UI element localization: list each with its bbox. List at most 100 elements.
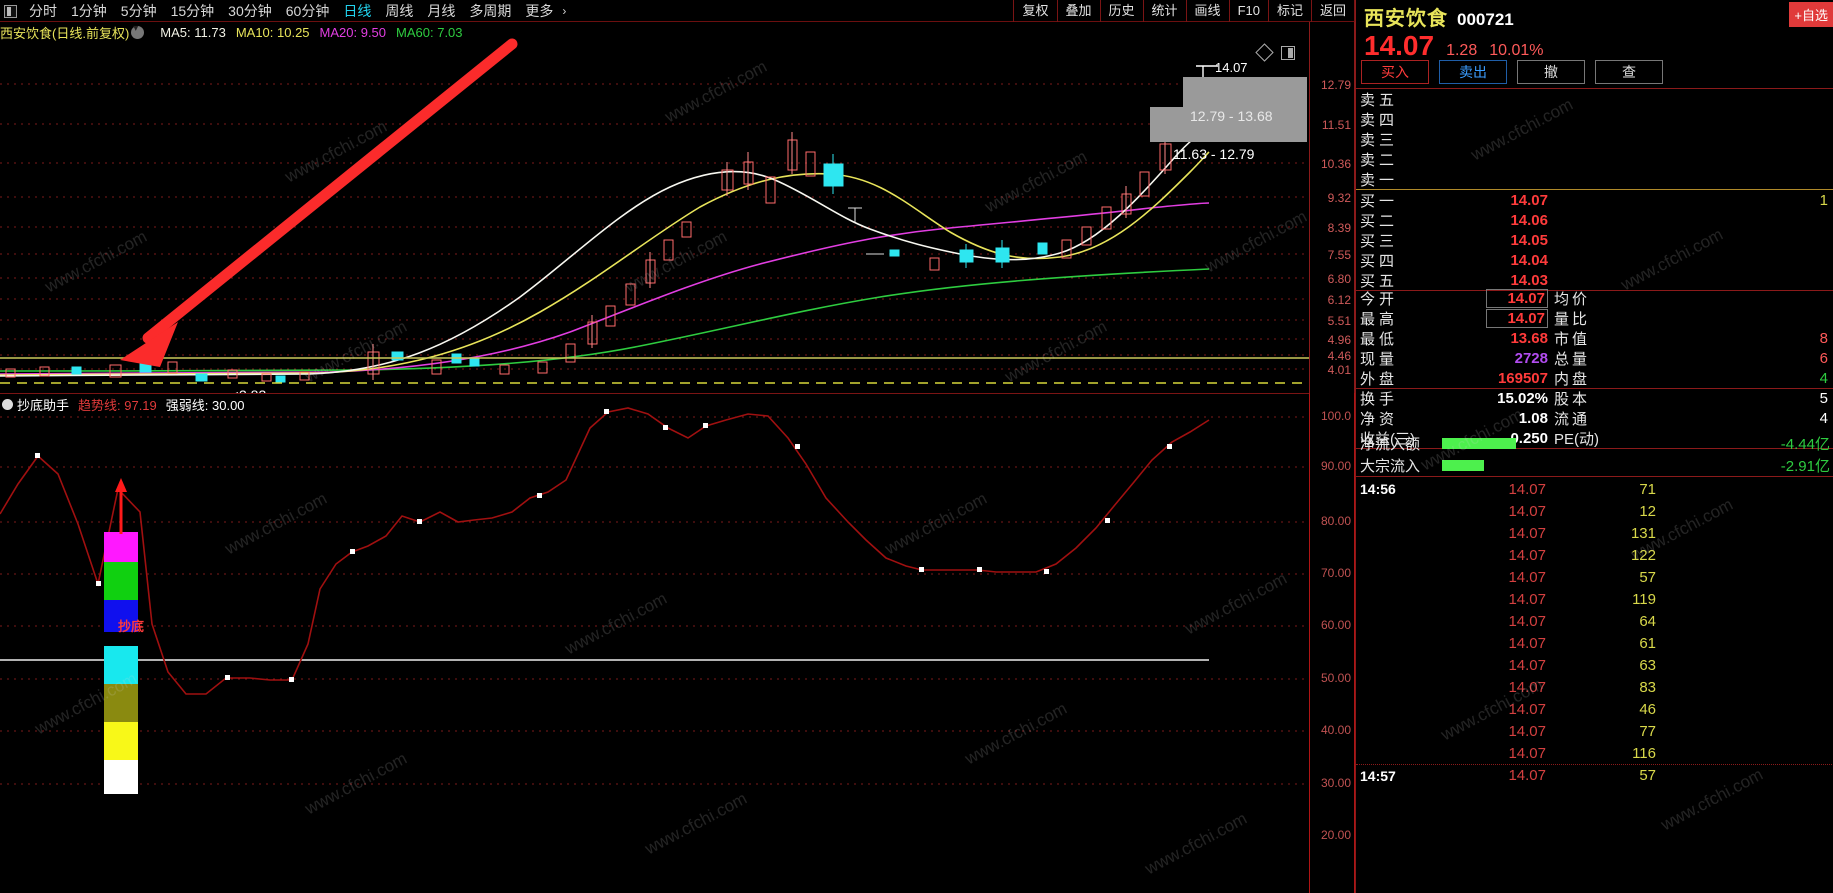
period-tab-fenshi[interactable]: 分时	[29, 3, 57, 19]
button-huaxian[interactable]: 画线	[1185, 0, 1230, 22]
period-tab-monthly[interactable]: 月线	[427, 3, 456, 19]
order-book: 卖五 卖四 卖三 卖二 卖一 买一 14.07 1 买二 14.06 买三 14.05 …	[1356, 88, 1833, 291]
button-biaoji[interactable]: 标记	[1267, 0, 1312, 22]
capital-flows: 净流入额 -4.44亿 大宗流入 -2.91亿	[1356, 432, 1833, 477]
order-book-label: 卖五	[1360, 91, 1399, 109]
flow-bar	[1442, 459, 1484, 471]
period-tab-60min[interactable]: 60分钟	[285, 3, 330, 19]
tick-volume: 83	[1639, 678, 1656, 696]
kline-chart[interactable]: 西安饮食(日线.前复权) MA5: 11.73 MA10: 10.25 MA20…	[0, 22, 1309, 393]
stat-row: 收益(三) -0.250 PE(动)	[1356, 428, 1833, 448]
period-tab-30min[interactable]: 30分钟	[228, 3, 272, 19]
chaodi-signal-bars	[104, 478, 138, 794]
indicator-chart[interactable]: 抄底助手 趋势线: 97.19 强弱线: 30.00	[0, 393, 1309, 893]
chevron-right-icon[interactable]: ›	[562, 4, 567, 18]
stat-value: 2728	[1514, 349, 1548, 367]
layout-icon[interactable]	[4, 4, 17, 18]
button-tongji[interactable]: 统计	[1142, 0, 1187, 22]
order-book-price: 14.05	[1510, 231, 1548, 249]
price-tick: 6.80	[1327, 272, 1351, 286]
stat-key: 净资	[1360, 410, 1399, 428]
stat-value: -0.250	[1505, 429, 1548, 447]
query-button[interactable]: 查	[1595, 60, 1663, 84]
period-tab-weekly[interactable]: 周线	[385, 3, 414, 19]
ma5-label: MA5: 11.73	[160, 24, 226, 40]
indicator-tick: 20.00	[1320, 828, 1351, 842]
period-tab-15min[interactable]: 15分钟	[170, 3, 215, 19]
stat-value2: 6	[1819, 349, 1828, 367]
diamond-icon[interactable]	[1255, 43, 1274, 62]
flow-value: -2.91亿	[1780, 457, 1830, 475]
stat-key2: 市值	[1554, 330, 1591, 348]
add-watchlist-button[interactable]: +自选	[1789, 2, 1833, 27]
stat-key2: 流通	[1554, 410, 1591, 428]
tick-row: 14.07 61	[1356, 632, 1833, 654]
stat-value: 169507	[1497, 369, 1548, 387]
quote-stats: 今开 14.07 均价 最高 14.07 量比 最低 13.68 市值 8 现量 2728 总量 6…	[1356, 288, 1833, 449]
period-tab-5min[interactable]: 5分钟	[120, 3, 157, 19]
order-book-row: 卖一	[1356, 169, 1833, 189]
stat-value2: 4	[1819, 409, 1828, 427]
stat-row: 现量 2728 总量 6	[1356, 348, 1833, 368]
tick-row: 14.07 64	[1356, 610, 1833, 632]
indicator-trend-label: 趋势线: 97.19	[78, 397, 157, 413]
order-book-price: 14.07	[1510, 191, 1548, 209]
button-lishi[interactable]: 历史	[1099, 0, 1144, 22]
button-fanhui[interactable]: 返回	[1310, 0, 1355, 22]
tick-row: 14:56 14.07 71	[1356, 478, 1833, 500]
chevron-down-icon[interactable]	[131, 23, 145, 39]
tick-price: 14.07	[1508, 744, 1546, 762]
quote-stock-name: 西安饮食	[1364, 8, 1448, 30]
indicator-toggle-icon[interactable]	[2, 398, 13, 410]
stat-value: 14.07	[1486, 288, 1548, 308]
order-book-label: 卖二	[1360, 151, 1399, 169]
button-diejia[interactable]: 叠加	[1056, 0, 1101, 22]
period-tab-more[interactable]: 更多	[525, 3, 554, 19]
stat-key2: 量比	[1554, 310, 1591, 328]
stat-key: 今开	[1360, 290, 1399, 308]
period-tab-multi[interactable]: 多周期	[469, 3, 512, 19]
tick-price: 14.07	[1508, 590, 1546, 608]
indicator-tick: 80.00	[1320, 514, 1351, 528]
order-book-price: 14.04	[1510, 251, 1548, 269]
red-arrow-annotation	[120, 38, 518, 367]
price-tick: 8.39	[1327, 221, 1351, 235]
tick-price: 14.07	[1508, 502, 1546, 520]
stat-key2: 股本	[1554, 391, 1591, 408]
flow-bar	[1442, 437, 1516, 449]
tick-price: 14.07	[1508, 767, 1546, 784]
cursor-price-tag: 14.07	[1215, 60, 1248, 75]
buy-button[interactable]: 买入	[1361, 60, 1429, 84]
tick-price: 14.07	[1508, 678, 1546, 696]
tick-volume: 119	[1632, 590, 1656, 608]
period-tab-daily[interactable]: 日线	[343, 3, 372, 19]
period-tabs: 分时 1分钟 5分钟 15分钟 30分钟 60分钟 日线 周线 月线 多周期 更…	[0, 0, 572, 22]
tick-volume: 71	[1639, 480, 1656, 498]
tick-price: 14.07	[1508, 634, 1546, 652]
period-tab-1min[interactable]: 1分钟	[71, 3, 107, 19]
order-book-row: 买五 14.03	[1356, 270, 1833, 290]
tick-volume: 12	[1639, 502, 1656, 520]
stat-row: 最高 14.07 量比	[1356, 308, 1833, 328]
tick-list[interactable]: 14:56 14.07 71 14.07 12 14.07 131 14.07 122 1…	[1356, 478, 1833, 786]
indicator-tick: 40.00	[1320, 723, 1351, 737]
stat-key: 外盘	[1360, 370, 1399, 388]
tick-time: 14:56	[1360, 481, 1396, 497]
tick-volume: 131	[1630, 524, 1656, 542]
chaodi-label: 抄底	[118, 619, 145, 634]
order-book-label: 买二	[1360, 212, 1399, 230]
sell-button[interactable]: 卖出	[1439, 60, 1507, 84]
button-f10[interactable]: F10	[1228, 0, 1269, 22]
tick-price: 14.07	[1508, 700, 1546, 718]
price-tick: 9.32	[1327, 191, 1351, 205]
stat-row: 外盘 169507 内盘 4	[1356, 368, 1833, 388]
cancel-button[interactable]: 撤	[1517, 60, 1585, 84]
order-book-row: 买三 14.05	[1356, 230, 1833, 250]
quote-price-row: 14.07 1.28 10.01%	[1364, 30, 1543, 62]
tick-row: 14.07 83	[1356, 676, 1833, 698]
panel-split-icon[interactable]	[1281, 46, 1295, 60]
tick-volume: 57	[1639, 767, 1656, 784]
tick-row: 14.07 122	[1356, 544, 1833, 566]
order-book-divider	[1356, 189, 1833, 190]
button-fuquan[interactable]: 复权	[1013, 0, 1058, 22]
